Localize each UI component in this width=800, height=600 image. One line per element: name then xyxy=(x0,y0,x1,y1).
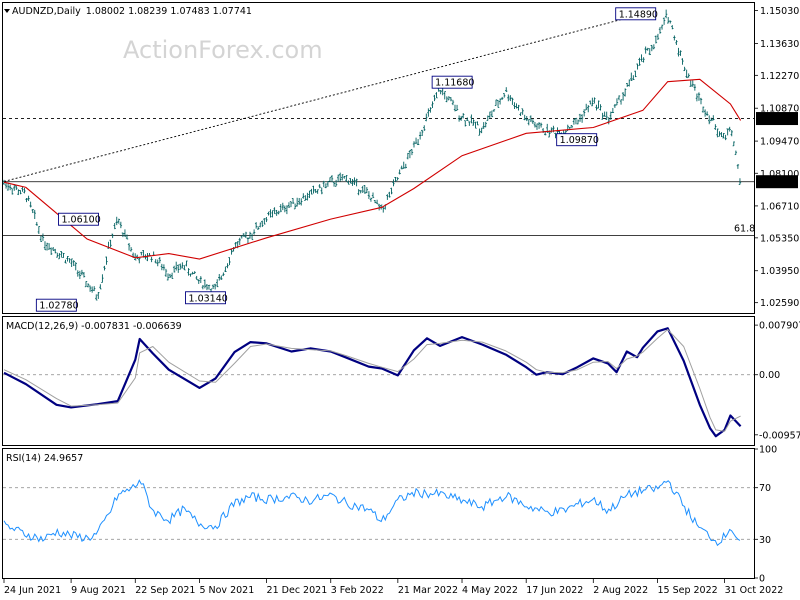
price-y-tick-label: 1.02590 xyxy=(760,298,799,309)
price-y-tick-label: 1.15030 xyxy=(760,6,799,17)
x-tick-label: 21 Mar 2022 xyxy=(398,585,458,596)
price-annotation-label: 1.02780 xyxy=(39,301,78,312)
price-y-tick-label: 1.12270 xyxy=(760,71,799,82)
price-annotation-label: 1.09870 xyxy=(560,135,599,146)
macd-signal-line xyxy=(3,329,741,432)
price-badge xyxy=(756,175,798,189)
x-tick-label: 22 Sep 2021 xyxy=(135,585,195,596)
price-annotation-box xyxy=(615,7,657,21)
price-annotation-label: 1.03140 xyxy=(189,293,228,304)
price-badge xyxy=(756,112,798,126)
macd-y-tick-label: -0.009577 xyxy=(759,430,800,441)
moving-average-line xyxy=(3,78,742,260)
price-annotation-box xyxy=(58,212,99,226)
price-annotation-box xyxy=(185,291,226,305)
fibonacci-level-label: 61.8 xyxy=(734,224,755,235)
macd-pane-frame xyxy=(2,316,755,446)
axes: 1.15030 1.13630 1.12270 1.10870 1.09470 1.081… xyxy=(3,6,800,596)
macd-y-tick-label: 0.007907 xyxy=(759,321,800,332)
rsi-y-tick-label: 30 xyxy=(759,535,771,546)
price-y-tick-label: 1.06710 xyxy=(760,201,799,212)
x-tick-label: 4 May 2022 xyxy=(462,585,518,596)
price-y-tick-label: 1.05350 xyxy=(760,233,799,244)
price-annotation-label: 1.06100 xyxy=(61,215,100,226)
x-tick-label: 3 Feb 2022 xyxy=(331,585,384,596)
x-tick-label: 31 Oct 2022 xyxy=(725,585,784,596)
price-y-tick-label: 1.08100 xyxy=(760,169,799,180)
rsi-y-tick-label: 70 xyxy=(759,483,771,494)
price-header: AUDNZD,Daily 1.08002 1.08239 1.07483 1.07… xyxy=(12,6,252,17)
x-tick-label: 15 Sep 2022 xyxy=(657,585,717,596)
rsi-line xyxy=(3,479,741,547)
price-y-tick-label: 1.10870 xyxy=(760,104,799,115)
price-plot: 61.8 1.14890 1.11680 1.09870 1.06100 1.02780 1… xyxy=(2,7,755,312)
rsi-header: RSI(14) 24.9657 xyxy=(6,453,83,464)
x-tick-label: 2 Aug 2022 xyxy=(593,585,648,596)
x-tick-label: 5 Nov 2021 xyxy=(199,585,254,596)
watermark: ActionForex.com xyxy=(123,36,323,64)
price-y-tick-label: 1.03950 xyxy=(760,266,799,277)
macd-y-tick-label: 0.00 xyxy=(759,370,780,381)
rsi-plot xyxy=(3,479,754,547)
price-badge-label: 1.07741 xyxy=(759,177,798,188)
macd-plot xyxy=(3,327,754,438)
x-tick-label: 17 Jun 2022 xyxy=(526,585,583,596)
price-y-tick-label: 1.13630 xyxy=(760,39,799,50)
x-tick-label: 24 Jun 2021 xyxy=(4,585,61,596)
price-annotation-label: 1.14890 xyxy=(619,9,658,20)
x-tick-label: 21 Dec 2021 xyxy=(267,585,328,596)
macd-main-line xyxy=(3,327,742,438)
price-annotation-label: 1.11680 xyxy=(435,78,474,89)
rsi-y-tick-label: 0 xyxy=(759,574,765,585)
rsi-y-tick-label: 100 xyxy=(759,445,777,456)
rsi-pane-frame xyxy=(2,448,755,579)
price-annotation-box xyxy=(556,133,598,147)
trendline xyxy=(3,9,658,182)
price-annotation-box xyxy=(35,298,77,312)
price-y-tick-label: 1.09470 xyxy=(760,137,799,148)
price-annotation-box xyxy=(431,75,473,89)
macd-header: MACD(12,26,9) -0.007831 -0.006639 xyxy=(6,321,182,332)
x-tick-label: 9 Aug 2021 xyxy=(71,585,126,596)
price-pane-frame xyxy=(2,2,755,314)
price-badge-label: 1.10430 xyxy=(759,114,798,125)
dropdown-arrow-icon xyxy=(4,9,10,13)
